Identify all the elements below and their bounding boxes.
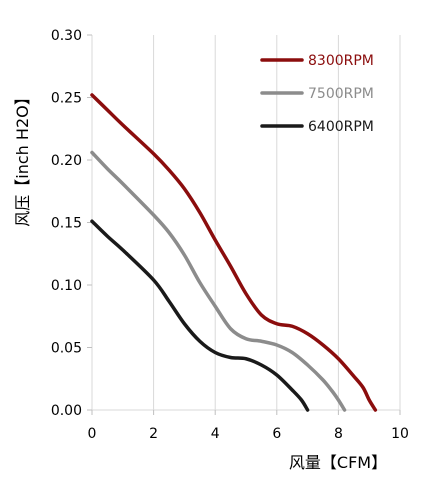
x-tick-label: 10 xyxy=(391,426,409,442)
y-tick-label: 0.05 xyxy=(51,341,82,357)
y-axis-title: 风压【inch H2O】 xyxy=(13,89,32,226)
series-line-7500rpm xyxy=(90,150,347,412)
y-tick-label: 0.20 xyxy=(51,153,82,169)
grid-layer xyxy=(153,35,401,410)
y-tick-label: 0.15 xyxy=(51,216,82,232)
series-layer xyxy=(90,93,378,412)
legend-label: 6400RPM xyxy=(308,119,374,135)
x-axis-title: 风量【CFM】 xyxy=(289,453,387,472)
x-tick-label: 8 xyxy=(334,426,343,442)
y-tick-label: 0.30 xyxy=(51,28,82,44)
y-tick-label: 0.00 xyxy=(51,403,82,419)
legend-label: 7500RPM xyxy=(308,86,374,102)
x-tick-label: 0 xyxy=(88,426,97,442)
series-line-8300rpm xyxy=(90,93,378,412)
x-tick-label: 6 xyxy=(272,426,281,442)
x-tick-label: 4 xyxy=(211,426,220,442)
series-line-6400rpm xyxy=(90,219,310,412)
y-tick-label: 0.10 xyxy=(51,278,82,294)
legend: 8300RPM 7500RPM 6400RPM xyxy=(260,53,374,135)
legend-label: 8300RPM xyxy=(308,53,374,69)
y-tick-label: 0.25 xyxy=(51,91,82,107)
x-tick-label: 2 xyxy=(149,426,158,442)
